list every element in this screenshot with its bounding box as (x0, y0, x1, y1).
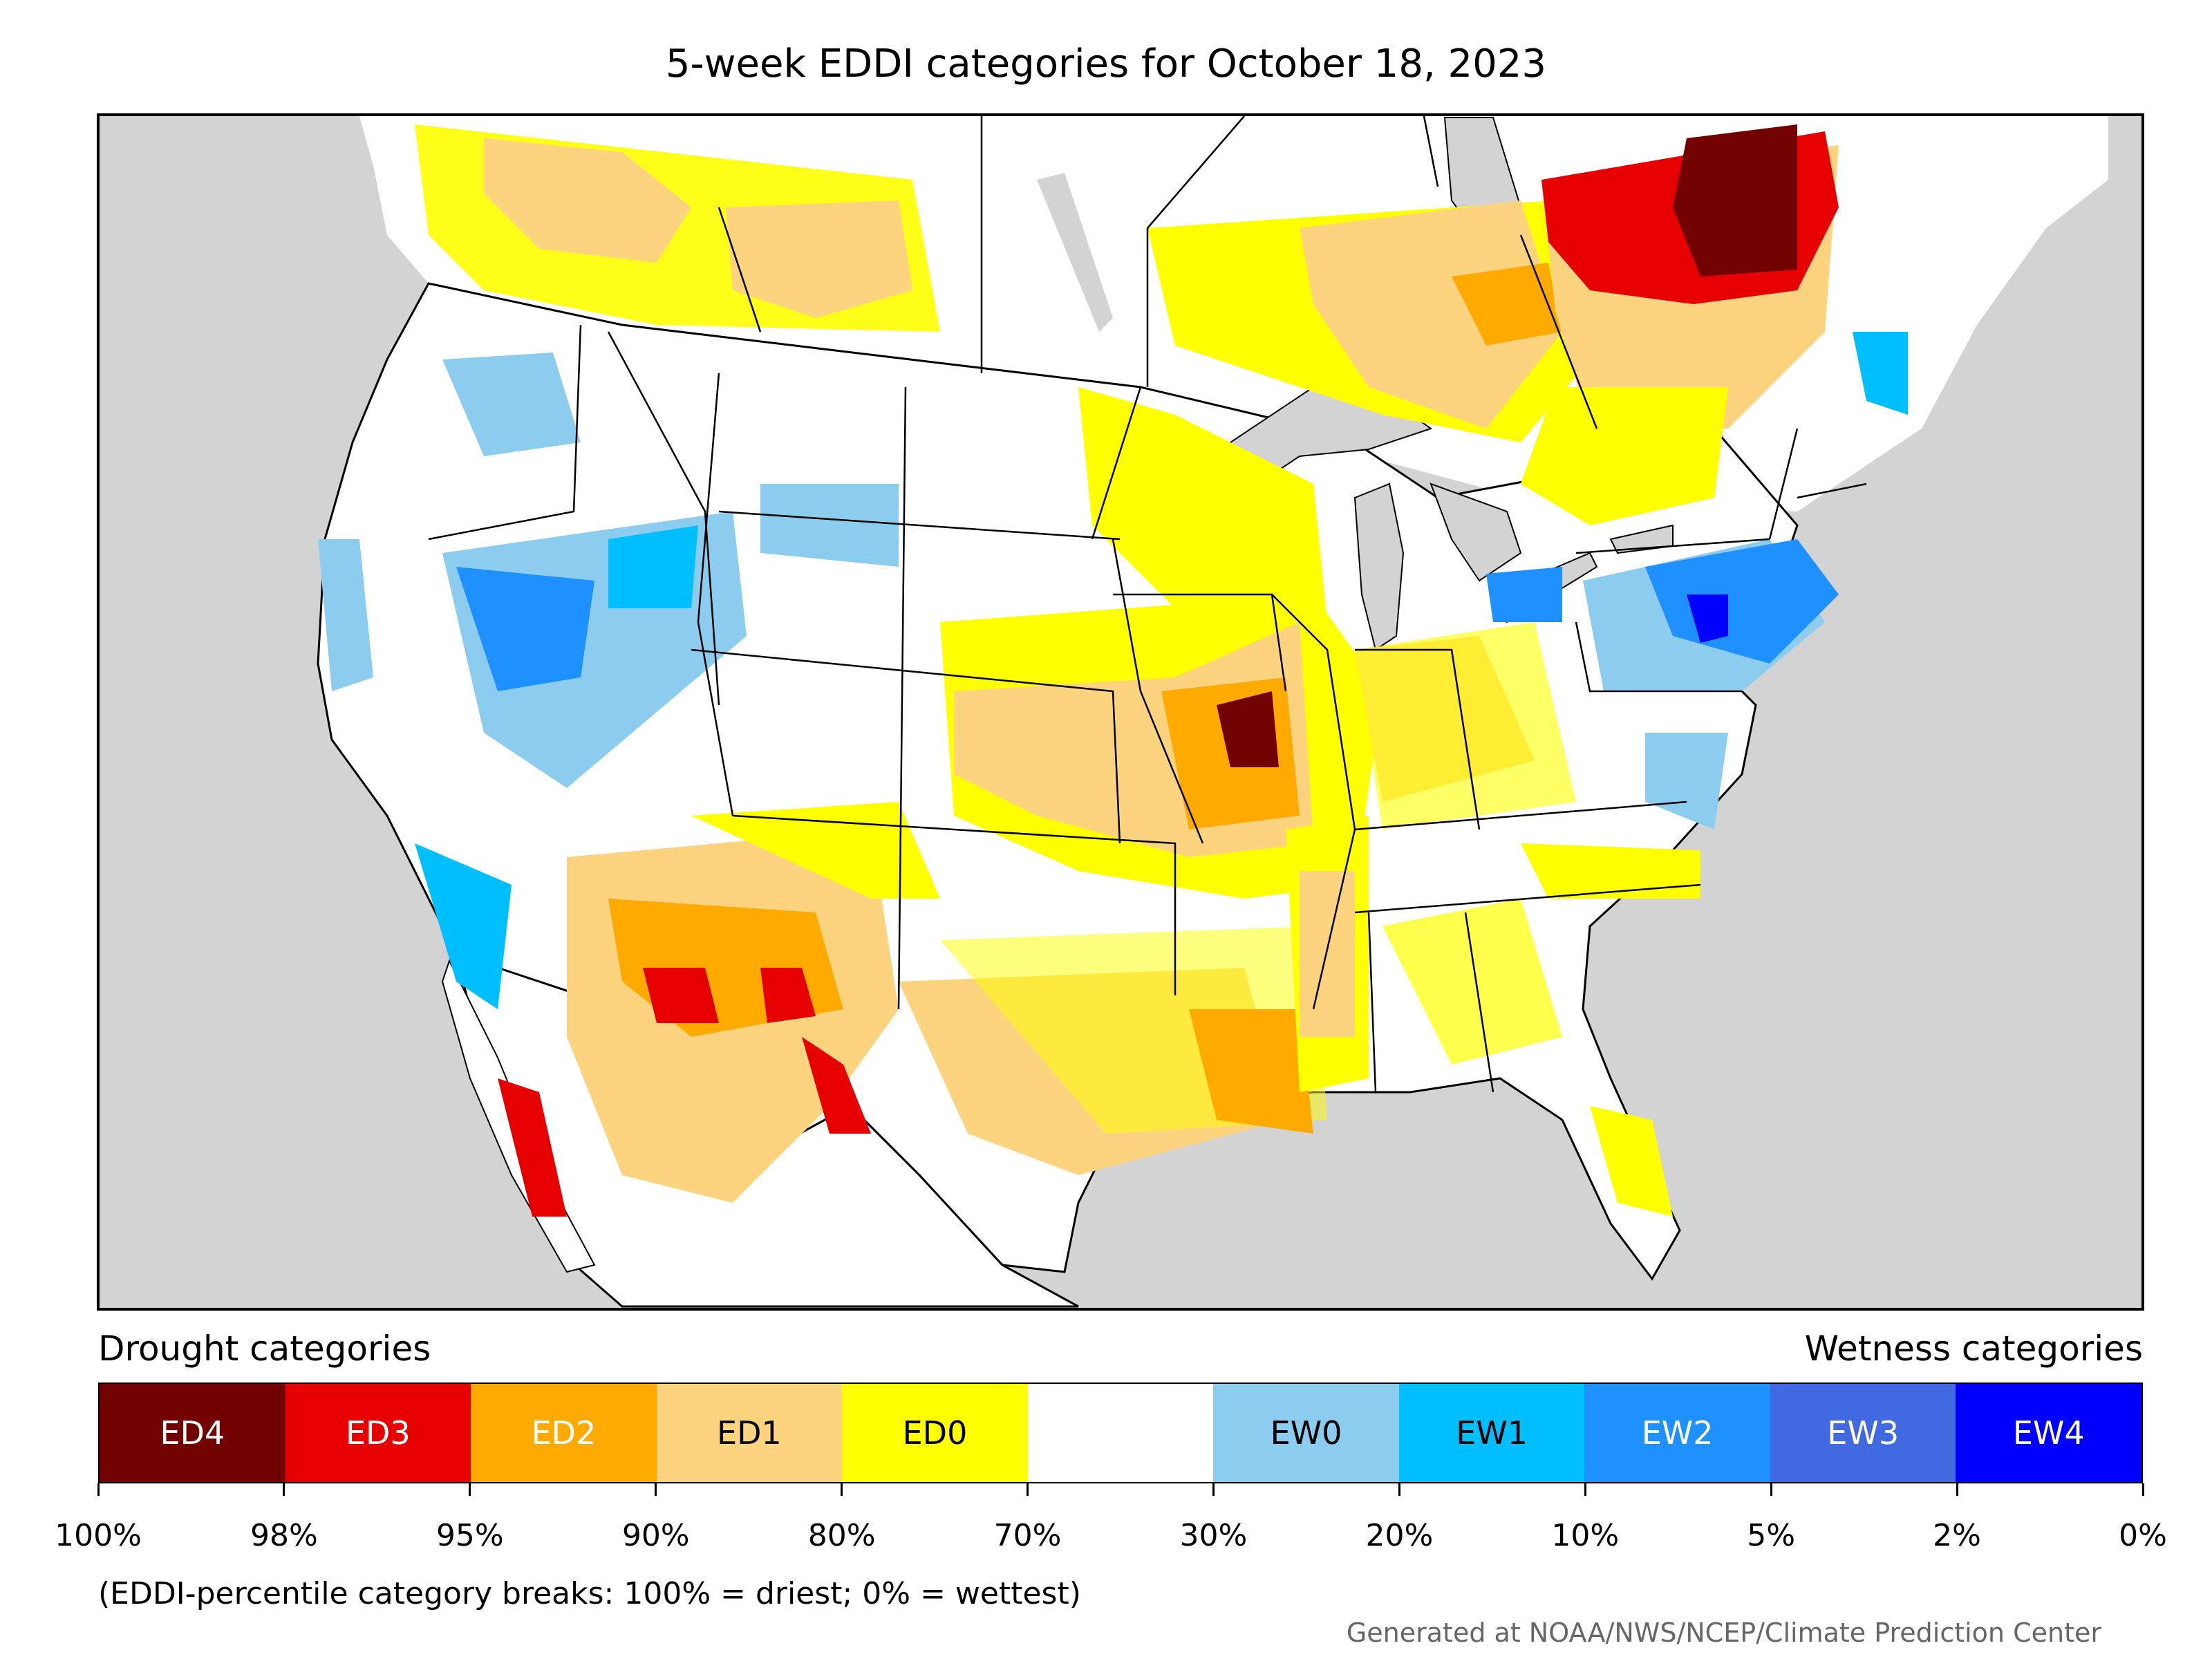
ew0-region-california (318, 539, 373, 691)
tick-mark (841, 1483, 843, 1496)
ew4-region-new-jersey (1687, 594, 1728, 643)
tick-label: 0% (2119, 1518, 2167, 1553)
tick-label: 10% (1551, 1518, 1620, 1553)
tick-label: 80% (807, 1518, 876, 1553)
ed0-region-florida (1590, 1106, 1673, 1217)
ed4-region-missouri (1217, 691, 1279, 767)
credit-line: Generated at NOAA/NWS/NCEP/Climate Predi… (1346, 1618, 2101, 1648)
ed1-region-canada-east (1300, 200, 1562, 429)
tick-mark (1956, 1483, 1958, 1496)
lake-winnipeg (1037, 173, 1113, 332)
tick-mark (97, 1483, 100, 1496)
legend-category-ed2: ED2 (471, 1384, 657, 1482)
tick-label: 98% (250, 1518, 318, 1553)
tick-mark (1212, 1483, 1215, 1496)
legend-category-ew1: EW1 (1398, 1384, 1585, 1482)
ed1-region-canada-west (484, 138, 691, 263)
tick-label: 100% (55, 1518, 142, 1553)
legend-category-ed0: ED0 (842, 1384, 1028, 1482)
ed3-region-baja (498, 1078, 567, 1217)
drought-categories-title: Drought categories (98, 1329, 431, 1369)
tick-label: 90% (621, 1518, 690, 1553)
ed2-region-louisiana (1189, 1009, 1313, 1134)
ew2-region-great-basin (456, 567, 594, 691)
ew0-region-northwest (442, 353, 581, 456)
ed0-region-ohio-valley (1355, 622, 1576, 830)
category-breaks-note: (EDDI-percentile category breaks: 100% =… (98, 1576, 1081, 1611)
legend-category-ew2: EW2 (1584, 1384, 1770, 1482)
ed3-region-texas-border (802, 1037, 871, 1134)
tick-mark (283, 1483, 285, 1496)
ew0-region-montana (760, 484, 899, 567)
ed1-region-mississippi (1300, 871, 1355, 1037)
tick-label: 2% (1933, 1518, 1981, 1553)
legend-category-ew3: EW3 (1770, 1384, 1956, 1482)
wetness-categories-title: Wetness categories (1804, 1329, 2143, 1369)
legend-category-ed4: ED4 (100, 1384, 285, 1482)
legend-category-ed3: ED3 (285, 1384, 471, 1482)
ed1-region-canada-central (726, 200, 912, 318)
tick-mark (2141, 1483, 2144, 1496)
ew1-region-maine (1853, 332, 1908, 415)
lake-michigan (1353, 482, 1405, 651)
ed0-region-upper-midwest (1078, 387, 1327, 622)
ew2-region-pennsylvania (1645, 539, 1839, 664)
lake-huron (1430, 482, 1522, 582)
tick-label: 5% (1747, 1518, 1796, 1553)
tick-mark (1584, 1483, 1586, 1496)
tick-mark (469, 1483, 471, 1496)
map-title: 5-week EDDI categories for October 18, 2… (665, 41, 1547, 86)
tick-label: 95% (435, 1518, 504, 1553)
tick-label: 30% (1179, 1518, 1248, 1553)
legend-category-ed1: ED1 (656, 1384, 843, 1482)
tick-label: 70% (993, 1518, 1062, 1553)
tick-mark (1770, 1483, 1772, 1496)
ed0-region-quebec-south (1521, 387, 1728, 525)
ed0-region-southwest-edge (691, 802, 940, 899)
ed3-region-arizona (643, 968, 719, 1023)
ed2-region-quebec (1452, 263, 1562, 346)
ed3-region-new-mexico (760, 968, 816, 1023)
ew1-region-socal (415, 843, 512, 1009)
tick-mark (655, 1483, 657, 1496)
ew1-region-idaho (608, 525, 698, 608)
tick-mark (1027, 1483, 1029, 1496)
legend-category-normal (1027, 1384, 1214, 1482)
ed4-region-quebec (1673, 124, 1797, 276)
legend-category-ew4: EW4 (1956, 1384, 2142, 1482)
category-colorbar: ED4 ED3 ED2 ED1 ED0 EW0 EW1 EW2 EW3 EW4 (98, 1382, 2143, 1483)
ed0-region-carolinas (1521, 843, 1700, 899)
state-borders (428, 115, 1867, 1093)
ed0-region-southeast (1382, 899, 1562, 1065)
tick-mark (1398, 1483, 1400, 1496)
tick-label: 20% (1365, 1518, 1434, 1553)
legend-category-ew0: EW0 (1213, 1384, 1399, 1482)
ew1-region-ohio (1486, 567, 1562, 622)
ew0-region-virginia (1645, 733, 1728, 830)
